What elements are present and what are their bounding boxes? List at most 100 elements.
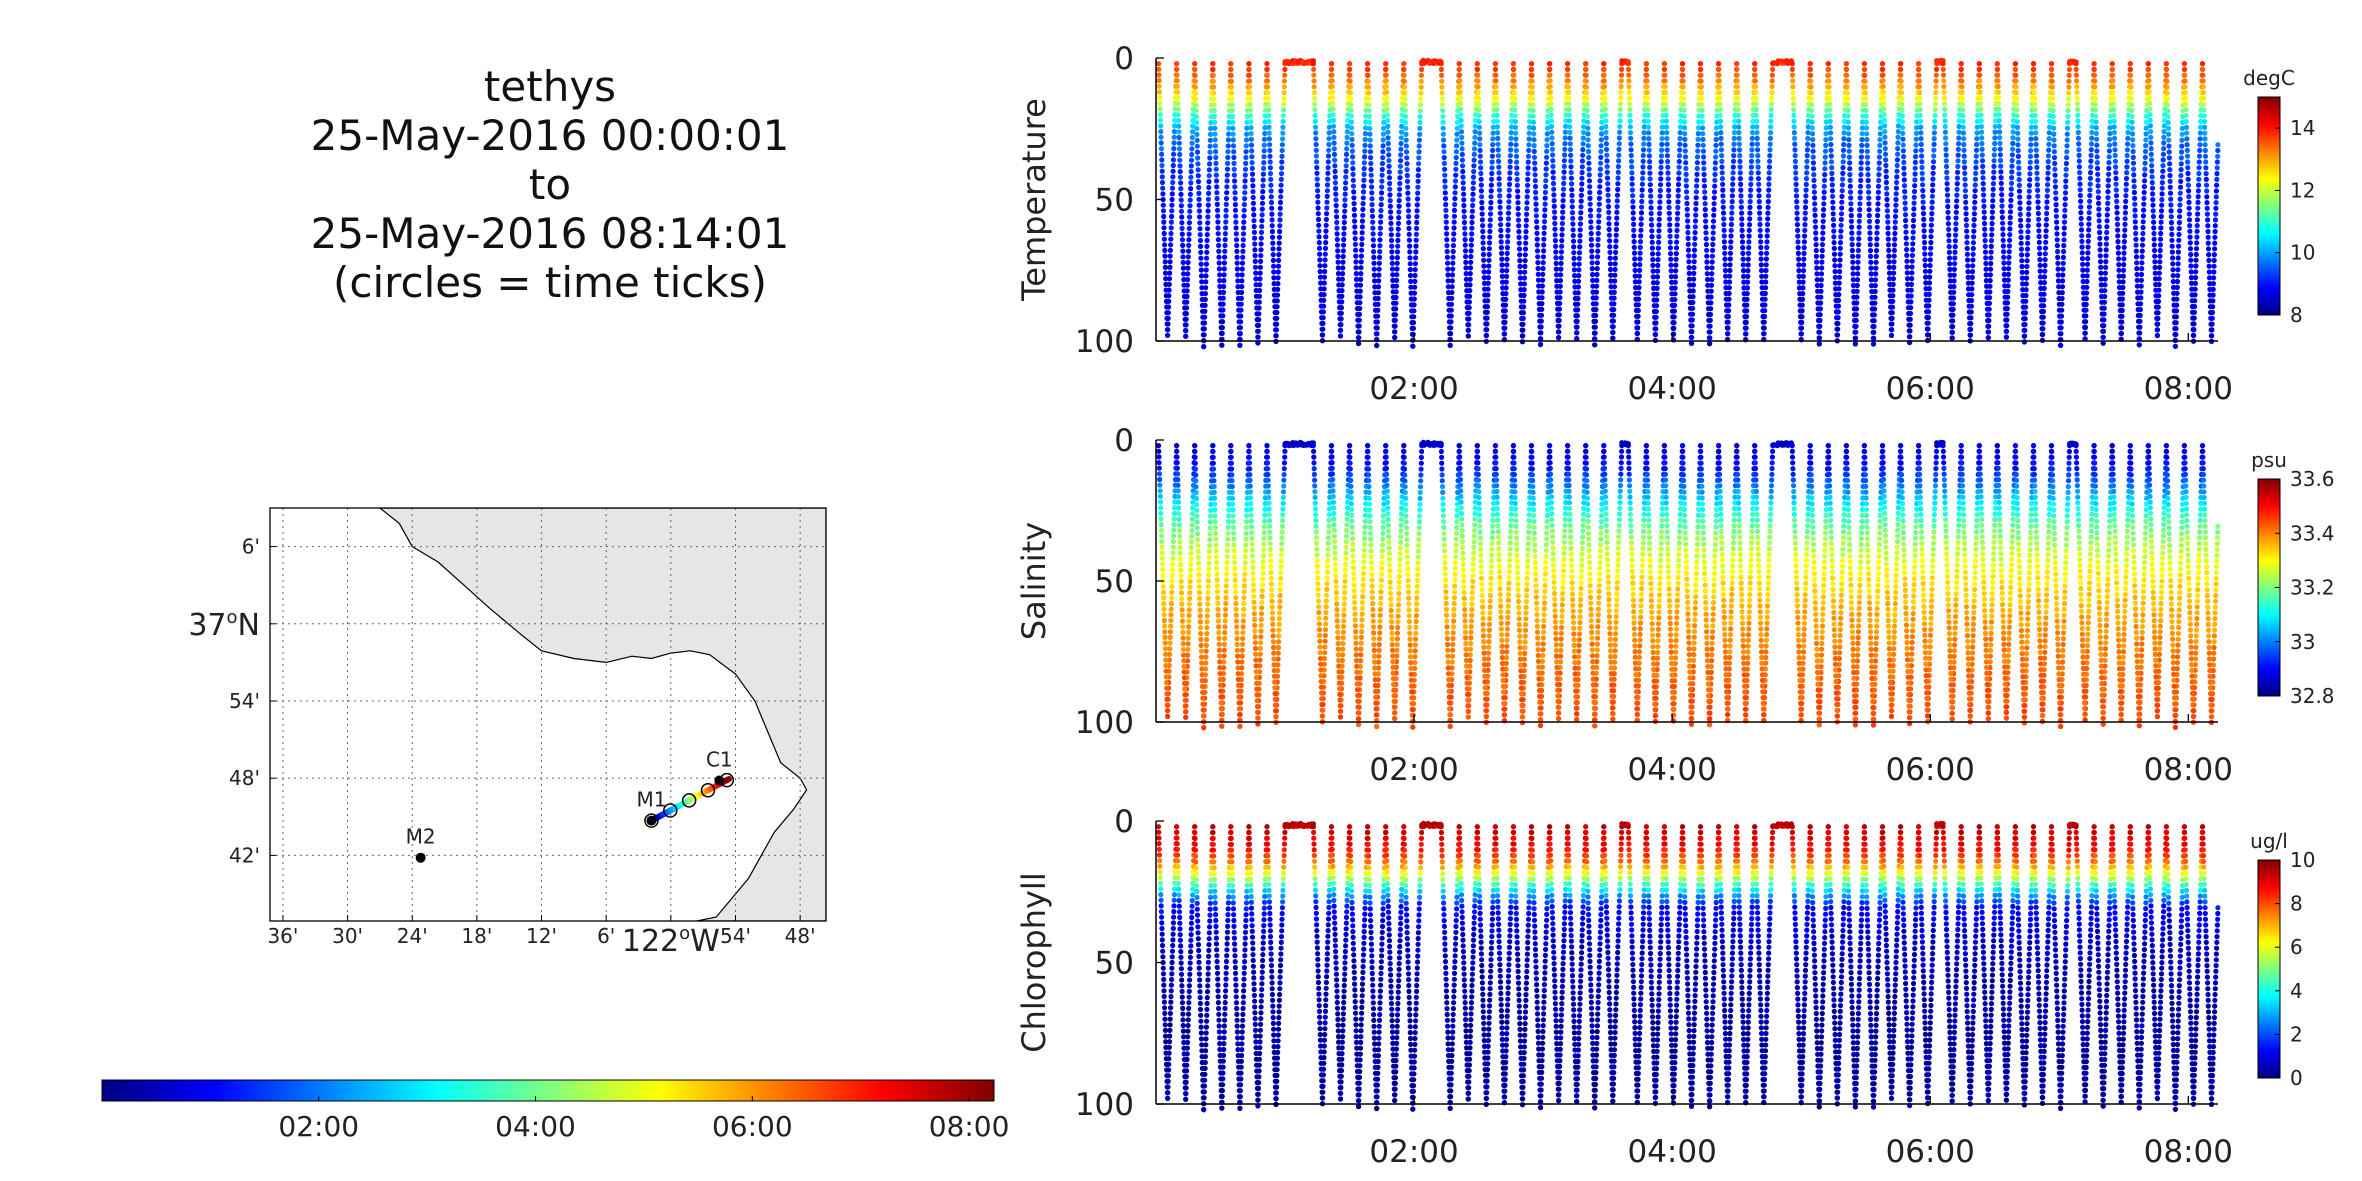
data-point	[1639, 193, 1645, 199]
data-point	[1199, 291, 1205, 297]
data-point	[1847, 166, 1853, 172]
data-point	[2002, 283, 2008, 289]
data-point	[1617, 124, 1623, 130]
data-point	[1529, 72, 1535, 78]
data-point	[2094, 154, 2100, 160]
data-point	[2026, 188, 2032, 194]
data-point	[1366, 113, 1372, 120]
data-point	[1367, 125, 1373, 131]
data-point	[1608, 289, 1614, 295]
data-point	[1956, 141, 1962, 147]
data-point	[1718, 147, 1724, 153]
data-point	[1676, 176, 1682, 182]
data-point	[1591, 318, 1597, 324]
data-point	[2015, 136, 2021, 142]
data-point	[1373, 319, 1379, 325]
data-point	[1906, 316, 1912, 322]
data-point	[1588, 225, 1594, 231]
data-point	[1555, 317, 1561, 324]
data-point	[1487, 211, 1494, 217]
data-point	[2054, 243, 2060, 249]
data-point	[1588, 213, 1594, 219]
data-point	[1223, 201, 1229, 207]
data-point	[1498, 239, 1504, 245]
data-point	[1869, 294, 1875, 300]
data-point	[1933, 66, 1940, 72]
data-point	[1234, 242, 1240, 249]
data-point	[1311, 78, 1317, 84]
data-point	[1827, 107, 1833, 113]
data-point	[1490, 130, 1496, 136]
data-point	[1458, 100, 1464, 106]
data-point	[1982, 249, 1989, 255]
data-point	[2109, 66, 2115, 72]
data-point	[1415, 184, 1421, 190]
data-point	[1212, 119, 1218, 125]
data-point	[1916, 66, 1922, 72]
data-point	[2063, 172, 2069, 178]
data-point	[1585, 148, 1592, 155]
data-point	[1325, 159, 1331, 165]
data-point	[1748, 176, 1754, 182]
data-point	[1468, 254, 1474, 260]
data-point	[1482, 292, 1488, 298]
data-point	[1981, 215, 1987, 221]
data-point	[2050, 108, 2056, 114]
data-point	[1759, 296, 1766, 302]
data-point	[2065, 102, 2071, 108]
data-point	[1200, 320, 1206, 326]
data-point	[1339, 276, 1345, 282]
data-point	[1371, 249, 1377, 255]
data-point	[2028, 148, 2034, 154]
data-point	[1705, 306, 1712, 312]
data-point	[1711, 206, 1717, 213]
data-point	[1417, 131, 1423, 137]
data-point	[1222, 231, 1228, 237]
data-point	[1311, 72, 1317, 78]
data-point	[1679, 61, 1686, 67]
data-point	[2000, 237, 2006, 243]
data-point	[1206, 179, 1212, 185]
data-point	[1792, 153, 1798, 159]
data-point	[2063, 160, 2069, 167]
data-point	[1641, 141, 1647, 147]
data-point	[1731, 135, 1737, 141]
data-point	[1552, 226, 1558, 232]
data-point	[1847, 160, 1853, 166]
data-point	[1883, 162, 1889, 169]
data-point	[1999, 192, 2005, 198]
data-point	[1852, 329, 1858, 335]
data-point	[1663, 124, 1670, 130]
data-point	[1535, 254, 1541, 260]
data-point	[1992, 141, 1998, 147]
data-point	[1388, 220, 1394, 226]
data-point	[2093, 119, 2099, 125]
data-point	[2076, 141, 2082, 147]
data-point	[1601, 66, 1607, 72]
data-point	[1398, 140, 1404, 147]
data-point	[1213, 166, 1219, 172]
data-point	[1555, 323, 1561, 329]
data-point	[2061, 231, 2067, 237]
data-point	[1864, 131, 1870, 137]
data-point	[1279, 153, 1285, 159]
data-point	[1694, 165, 1700, 172]
data-point	[1981, 209, 1987, 215]
data-point	[2006, 260, 2012, 266]
data-point	[1196, 184, 1202, 191]
data-point	[1560, 186, 1567, 192]
data-point	[1855, 271, 1861, 277]
map-lon-tick-label: 12'	[526, 924, 557, 948]
data-point	[1523, 234, 1529, 240]
data-point	[1826, 95, 1832, 101]
data-point	[1945, 204, 1951, 210]
data-point	[2054, 225, 2060, 231]
data-point	[1712, 160, 1718, 166]
data-point	[1446, 313, 1452, 319]
data-point	[1619, 66, 1625, 72]
data-point	[1316, 228, 1322, 234]
data-point	[1753, 101, 1759, 107]
data-point	[1168, 225, 1174, 231]
data-point	[1885, 219, 1891, 225]
data-point	[1739, 216, 1745, 222]
